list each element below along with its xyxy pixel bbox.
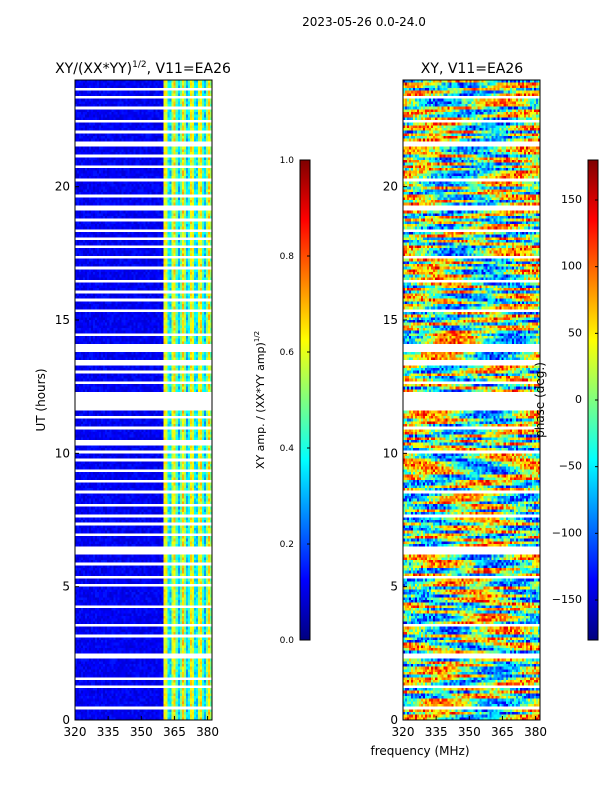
phase-panel-title: XY, V11=EA26 bbox=[421, 61, 523, 77]
phase-y-tick-label: 20 bbox=[383, 180, 398, 194]
amplitude-y-tick-label: 15 bbox=[55, 313, 70, 327]
phase-y-tick-label: 0 bbox=[390, 713, 398, 727]
amplitude-colorbar-label: XY amp. / (XX*YY amp)1/2 bbox=[253, 331, 267, 469]
amplitude-heatmap-image bbox=[75, 80, 212, 720]
amplitude-y-tick-label: 5 bbox=[62, 580, 70, 594]
phase-x-tick-label: 335 bbox=[425, 725, 448, 739]
amplitude-colorbar-label-main: XY amp. / (XX*YY amp) bbox=[254, 342, 267, 469]
amplitude-colorbar-tick-label: 0.6 bbox=[280, 348, 295, 358]
suptitle: 2023-05-26 0.0-24.0 bbox=[302, 15, 426, 29]
y-axis-label: UT (hours) bbox=[34, 368, 48, 431]
phase-colorbar-tick-label: 100 bbox=[561, 260, 582, 273]
amplitude-title-tail: , V11=EA26 bbox=[147, 61, 231, 77]
amplitude-axes-frame bbox=[74, 79, 213, 721]
amplitude-heatmap-panel: 320 335 350 365 380 0 5 10 15 20 bbox=[55, 79, 219, 739]
phase-colorbar-tick-label: 150 bbox=[561, 193, 582, 206]
phase-colorbar-tick-label: −50 bbox=[559, 460, 582, 473]
phase-colorbar: −150 −100 −50 0 50 100 150 bbox=[552, 159, 599, 641]
amplitude-x-tick-label: 335 bbox=[97, 725, 120, 739]
phase-y-tick-label: 10 bbox=[383, 446, 398, 460]
phase-colorbar-tick-label: −100 bbox=[552, 526, 582, 539]
phase-colorbar-label: phase (deg.) bbox=[533, 362, 547, 438]
amplitude-x-tick-label: 380 bbox=[196, 725, 219, 739]
x-axis-label: frequency (MHz) bbox=[370, 744, 469, 758]
amplitude-colorbar-tick-label: 0.4 bbox=[280, 444, 295, 454]
amplitude-x-tick-label: 365 bbox=[163, 725, 186, 739]
amplitude-colorbar-tick-label: 0.2 bbox=[280, 540, 294, 550]
phase-axes-frame bbox=[402, 79, 541, 721]
amplitude-colorbar-tick-label: 0.8 bbox=[280, 252, 295, 262]
phase-colorbar-tick-label: 50 bbox=[568, 326, 582, 339]
amplitude-x-tick-label: 350 bbox=[130, 725, 153, 739]
amplitude-colorbar-label-exponent: 1/2 bbox=[253, 331, 261, 342]
amplitude-y-tick-label: 20 bbox=[55, 180, 70, 194]
phase-heatmap-image bbox=[403, 80, 540, 720]
amplitude-colorbar-tick-label: 0.0 bbox=[280, 636, 295, 646]
amplitude-colorbar: 0.0 0.2 0.4 0.6 0.8 1.0 bbox=[280, 156, 311, 646]
amplitude-colorbar-gradient bbox=[299, 159, 311, 641]
phase-y-tick-label: 5 bbox=[390, 580, 398, 594]
amplitude-x-tick-label: 320 bbox=[64, 725, 87, 739]
phase-x-tick-label: 320 bbox=[392, 725, 415, 739]
amplitude-colorbar-tick-label: 1.0 bbox=[280, 156, 295, 166]
phase-x-tick-label: 350 bbox=[458, 725, 481, 739]
amplitude-y-tick-label: 0 bbox=[62, 713, 70, 727]
amplitude-panel-title: XY/(XX*YY)1/2, V11=EA26 bbox=[55, 60, 231, 77]
phase-colorbar-tick-label: 0 bbox=[575, 393, 582, 406]
phase-colorbar-tick-label: −150 bbox=[552, 593, 582, 606]
phase-x-tick-label: 380 bbox=[524, 725, 547, 739]
phase-x-tick-label: 365 bbox=[491, 725, 514, 739]
phase-y-tick-label: 15 bbox=[383, 313, 398, 327]
amplitude-title-main: XY/(XX*YY) bbox=[55, 61, 132, 77]
phase-heatmap-panel: 320 335 350 365 380 0 5 10 15 20 bbox=[383, 79, 547, 739]
amplitude-title-exponent: 1/2 bbox=[132, 60, 146, 70]
amplitude-y-tick-label: 10 bbox=[55, 446, 70, 460]
